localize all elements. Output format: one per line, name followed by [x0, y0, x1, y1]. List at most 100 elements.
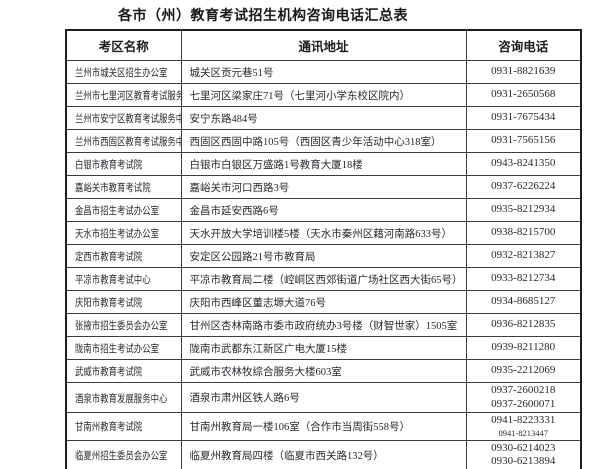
table-row: 陇南市招生考试办公室 陇南市武都东江新区广电大厦15楼 0939-8211280 [65, 336, 582, 360]
phone-cell: 0937-6226224 [465, 175, 582, 199]
district-name: 武威市教育考试院 [75, 367, 143, 378]
phone-cell: 0938-8215700 [465, 221, 582, 245]
district-name-cell: 陇南市招生考试办公室 [65, 336, 182, 360]
district-name: 甘南州教育考试院 [75, 422, 143, 434]
phone-number: 0932-8213827 [491, 249, 556, 262]
page-title: 各市（州）教育考试招生机构咨询电话汇总表 [118, 7, 408, 23]
address-cell: 嘉峪关市河口西路3号 [180, 175, 467, 199]
phone-number: 0935-8212934 [491, 203, 556, 216]
phone-cell: 0931-7565156 [465, 129, 582, 153]
phone-cell: 0931-8821639 [465, 60, 582, 84]
district-name-cell: 兰州市西固区教育考试服务中心 [65, 129, 182, 153]
district-name-cell: 兰州市城关区招生办公室 [65, 60, 182, 84]
table-body: 兰州市城关区招生办公室 城关区贡元巷51号 0931-8821639 兰州市七里河区教… [65, 60, 582, 469]
district-name: 兰州市西固区教育考试服务中心 [75, 137, 181, 148]
phone-number: 0937-6226224 [491, 180, 556, 193]
address-cell: 陇南市武都东江新区广电大厦15楼 [180, 336, 467, 360]
phone-number: 0934-8685127 [491, 295, 556, 308]
district-name: 白银市教育考试院 [75, 160, 143, 171]
table-row: 甘南州教育考试院 甘南州教育局一楼106室（合作市当周街558号） 0941-822… [65, 412, 582, 441]
phone-cell: 0943-8241350 [465, 152, 582, 176]
district-name: 定西市教育考试院 [75, 252, 143, 263]
phone-cell: 0936-8212835 [465, 313, 582, 337]
district-name-cell: 武威市教育考试院 [65, 359, 182, 383]
district-name: 金昌市招生考试办公室 [75, 206, 159, 217]
phone-cell: 0935-2212069 [465, 359, 582, 383]
table-row: 白银市教育考试院 白银市白银区万盛路1号教育大厦18楼 0943-8241350 [65, 152, 582, 176]
district-name: 临夏州招生委员会办公室 [75, 451, 168, 462]
district-name-cell: 酒泉市教育发展服务中心 [65, 382, 182, 413]
phone-cell: 0930-6214023 0930-6213894 [465, 439, 582, 469]
district-name: 嘉峪关市教育考试院 [75, 183, 151, 194]
phone-number: 0938-8215700 [491, 226, 556, 239]
phone-number: 0931-8821639 [491, 65, 556, 78]
phone-cell: 0937-2600218 0937-2600071 [465, 382, 582, 413]
district-name: 陇南市招生考试办公室 [75, 344, 159, 355]
district-name-cell: 白银市教育考试院 [65, 152, 182, 176]
address-cell: 甘州区杏林南路市委市政府统办3号楼（财智世家）1505室 [180, 313, 467, 337]
phone-cell: 0935-8212934 [465, 198, 582, 222]
district-name: 兰州市城关区招生办公室 [75, 68, 168, 79]
table-row: 临夏州招生委员会办公室 临夏州教育局四楼（临夏市西关路132号） 0930-6214… [65, 439, 582, 469]
address-cell: 天水开放大学培训楼5楼（天水市秦州区藉河南路633号） [180, 221, 467, 245]
district-name-cell: 定西市教育考试院 [65, 244, 182, 268]
phone-number: 0939-8211280 [491, 341, 556, 354]
district-name: 兰州市安宁区教育考试服务中心 [75, 114, 181, 125]
table-row: 平凉市教育考试中心 平凉市教育局二楼（崆峒区西郊街道广场社区西大街65号） 0933… [65, 267, 582, 291]
table-row: 天水市招生考试办公室 天水开放大学培训楼5楼（天水市秦州区藉河南路633号） 093… [65, 221, 582, 245]
district-name-cell: 嘉峪关市教育考试院 [65, 175, 182, 199]
phone-cell: 0939-8211280 [465, 336, 582, 360]
phone-cell: 0941-8223331 0941-8213447 [465, 412, 582, 441]
phone-number: 0941-8213447 [498, 427, 549, 438]
phone-cell: 0934-8685127 [465, 290, 582, 314]
col-header-address: 通讯地址 [180, 29, 467, 61]
phone-number: 0930-6214023 [491, 441, 556, 454]
address-cell: 武威市农林牧综合服务大楼603室 [180, 359, 467, 383]
district-name-cell: 兰州市安宁区教育考试服务中心 [65, 106, 182, 130]
phone-cell: 0931-2650568 [465, 83, 582, 107]
phone-number: 0935-2212069 [491, 364, 556, 377]
phone-number: 0941-8223331 [491, 414, 556, 426]
table-row: 庆阳市教育考试院 庆阳市西峰区董志塬大道76号 0934-8685127 [65, 290, 582, 314]
address-cell: 甘南州教育局一楼106室（合作市当周街558号） [180, 412, 467, 441]
district-name-cell: 天水市招生考试办公室 [65, 221, 182, 245]
phone-cell: 0933-8212734 [465, 267, 582, 291]
table-row: 兰州市西固区教育考试服务中心 西固区西固中路105号（西固区青少年活动中心318室… [65, 129, 582, 153]
phone-number: 0931-7675434 [491, 111, 556, 124]
address-cell: 临夏州教育局四楼（临夏市西关路132号） [180, 439, 467, 469]
phone-number: 0937-2600071 [491, 397, 556, 410]
phone-directory-table: 考区名称 通讯地址 咨询电话 兰州市城关区招生办公室 城关区贡元巷51号 0931-… [65, 29, 582, 469]
district-name-cell: 临夏州招生委员会办公室 [65, 439, 182, 469]
table-row: 酒泉市教育发展服务中心 酒泉市肃州区铁人路6号 0937-2600218 0937-2… [65, 382, 582, 413]
district-name: 张掖市招生委员会办公室 [75, 321, 168, 332]
address-cell: 安宁东路484号 [180, 106, 467, 130]
phone-cell: 0931-7675434 [465, 106, 582, 130]
district-name-cell: 平凉市教育考试中心 [65, 267, 182, 291]
district-name-cell: 金昌市招生考试办公室 [65, 198, 182, 222]
table-row: 张掖市招生委员会办公室 甘州区杏林南路市委市政府统办3号楼（财智世家）1505室 0… [65, 313, 582, 337]
phone-number: 0943-8241350 [491, 157, 556, 170]
table-row: 兰州市七里河区教育考试服务中心七里河区梁家庄71号（七里河小学东校区院内） 093… [65, 83, 582, 107]
address-cell: 金昌市延安西路6号 [180, 198, 467, 222]
col-header-district: 考区名称 [65, 29, 182, 61]
table-row: 嘉峪关市教育考试院 嘉峪关市河口西路3号 0937-6226224 [65, 175, 582, 199]
table-row: 定西市教育考试院 安定区公园路21号市教育局 0932-8213827 [65, 244, 582, 268]
table-row: 武威市教育考试院 武威市农林牧综合服务大楼603室 0935-2212069 [65, 359, 582, 383]
phone-number: 0936-8212835 [491, 318, 556, 331]
district-name-cell: 庆阳市教育考试院 [65, 290, 182, 314]
table-row: 金昌市招生考试办公室 金昌市延安西路6号 0935-8212934 [65, 198, 582, 222]
district-name-cell: 张掖市招生委员会办公室 [65, 313, 182, 337]
phone-number: 0937-2600218 [491, 384, 556, 396]
phone-number: 0931-7565156 [491, 134, 556, 147]
address-cell: 西固区西固中路105号（西固区青少年活动中心318室） [180, 129, 467, 153]
table-row: 兰州市城关区招生办公室 城关区贡元巷51号 0931-8821639 [65, 60, 582, 84]
district-name: 兰州市七里河区教育考试服务中心 [75, 91, 180, 102]
col-header-phone: 咨询电话 [465, 29, 582, 61]
table-row: 兰州市安宁区教育考试服务中心 安宁东路484号 0931-7675434 [65, 106, 582, 130]
district-name: 酒泉市教育发展服务中心 [75, 393, 168, 405]
phone-number: 0933-8212734 [491, 272, 556, 285]
district-name: 平凉市教育考试中心 [75, 275, 151, 286]
address-cell: 七里河区梁家庄71号（七里河小学东校区院内） [180, 83, 467, 107]
address-cell: 平凉市教育局二楼（崆峒区西郊街道广场社区西大街65号） [180, 267, 467, 291]
